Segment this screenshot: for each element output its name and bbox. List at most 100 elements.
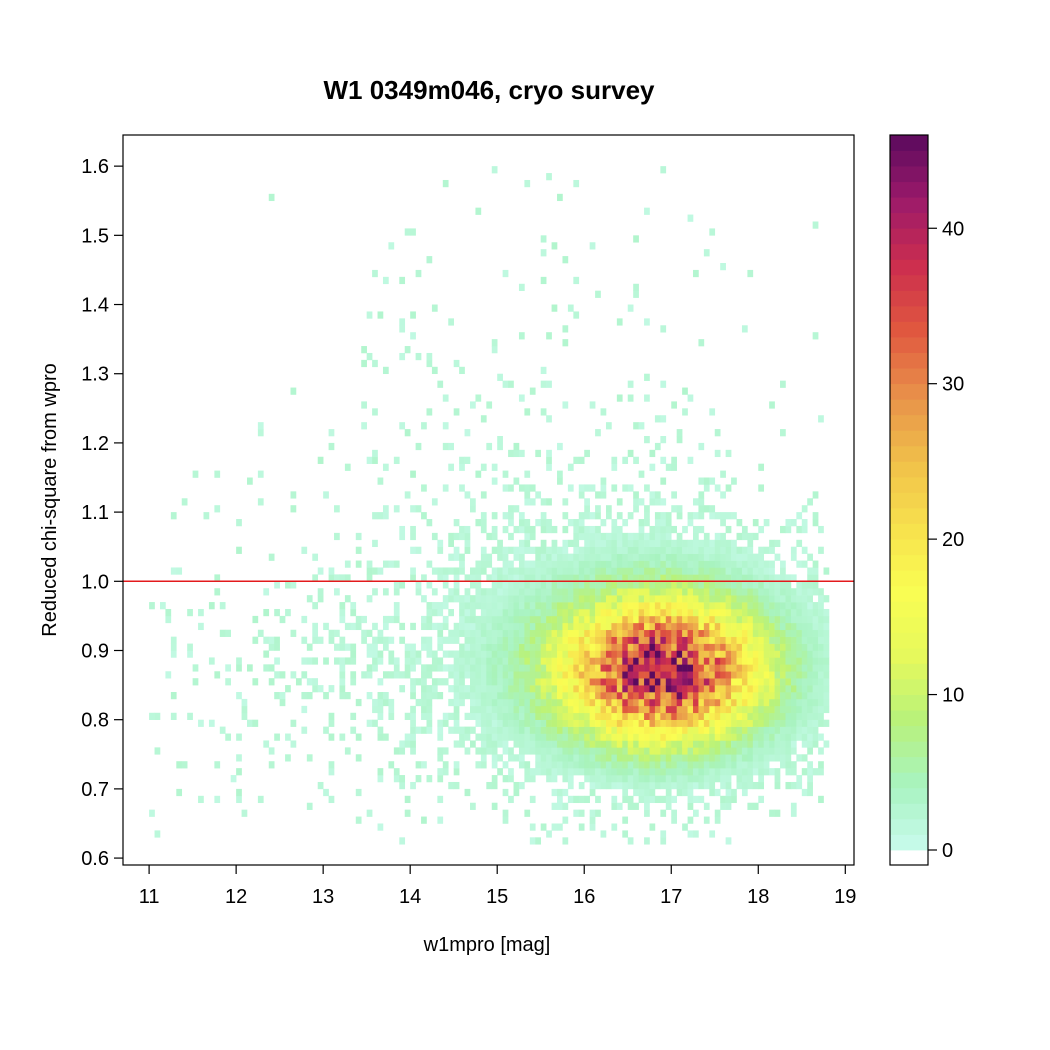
heatmap-cell — [790, 602, 797, 610]
heatmap-cell — [464, 712, 471, 720]
heatmap-cell — [731, 705, 737, 714]
heatmap-cell — [442, 581, 449, 589]
colorbar-tick-label: 20 — [942, 529, 964, 551]
heatmap-cell — [268, 664, 275, 672]
heatmap-cell — [665, 685, 672, 693]
heatmap-cell — [736, 747, 743, 755]
heatmap-cell — [578, 733, 585, 741]
heatmap-cell — [508, 380, 514, 388]
heatmap-cell — [578, 698, 585, 707]
heatmap-cell — [644, 705, 650, 714]
heatmap-cell — [747, 678, 754, 686]
heatmap-cell — [513, 629, 520, 637]
heatmap-cell — [807, 671, 813, 679]
heatmap-cell — [551, 636, 558, 644]
heatmap-cell — [796, 622, 803, 631]
heatmap-cell — [736, 602, 743, 610]
heatmap-cell — [763, 685, 770, 693]
heatmap-cell — [557, 726, 563, 734]
heatmap-cell — [578, 546, 585, 554]
heatmap-cell — [752, 802, 759, 810]
heatmap-cell — [595, 608, 601, 617]
heatmap-cell — [236, 692, 242, 700]
heatmap-cell — [611, 574, 618, 582]
heatmap-cell — [638, 795, 645, 804]
heatmap-cell — [807, 747, 813, 755]
heatmap-cell — [687, 643, 694, 651]
heatmap-cell — [513, 574, 520, 582]
heatmap-cell — [720, 629, 726, 637]
heatmap-cell — [578, 726, 585, 734]
heatmap-cell — [780, 671, 786, 679]
heatmap-cell — [350, 602, 357, 610]
heatmap-cell — [557, 823, 563, 831]
heatmap-cell — [475, 664, 482, 672]
heatmap-cell — [622, 788, 629, 797]
heatmap-cell — [431, 678, 438, 686]
heatmap-cell — [714, 484, 721, 492]
heatmap-cell — [529, 775, 536, 783]
heatmap-cell — [540, 671, 547, 679]
heatmap-cell — [600, 519, 607, 527]
heatmap-cell — [801, 622, 808, 631]
heatmap-cell — [665, 733, 672, 741]
heatmap-cell — [785, 740, 792, 748]
heatmap-cell — [382, 692, 389, 700]
heatmap-cell — [698, 671, 705, 679]
heatmap-cell — [578, 740, 585, 748]
heatmap-cell — [470, 636, 476, 644]
heatmap-cell — [660, 588, 667, 596]
heatmap-cell — [774, 705, 781, 714]
heatmap-cell — [676, 664, 683, 672]
heatmap-cell — [769, 629, 775, 637]
heatmap-cell — [475, 394, 482, 402]
heatmap-cell — [546, 775, 552, 783]
heatmap-cell — [801, 595, 808, 603]
heatmap-cell — [665, 602, 672, 610]
heatmap-cell — [752, 574, 759, 582]
heatmap-cell — [508, 719, 514, 727]
heatmap-cell — [747, 650, 754, 658]
heatmap-cell — [513, 788, 520, 797]
heatmap-cell — [807, 719, 813, 727]
heatmap-cell — [807, 629, 813, 637]
heatmap-cell — [388, 671, 395, 679]
heatmap-cell — [714, 761, 721, 769]
heatmap-cell — [551, 733, 558, 741]
heatmap-cell — [529, 532, 536, 541]
heatmap-cell — [529, 664, 536, 672]
heatmap-cell — [622, 588, 629, 596]
heatmap-cell — [682, 546, 688, 554]
colorbar-swatch — [890, 539, 928, 556]
heatmap-cell — [812, 698, 819, 707]
heatmap-cell — [796, 512, 803, 520]
heatmap-cell — [399, 422, 406, 430]
heatmap-cell — [741, 532, 748, 541]
heatmap-cell — [741, 698, 748, 707]
heatmap-cell — [540, 235, 547, 243]
heatmap-cell — [763, 726, 770, 734]
heatmap-cell — [644, 643, 650, 651]
heatmap-cell — [562, 525, 569, 534]
heatmap-cell — [682, 553, 688, 561]
heatmap-cell — [654, 602, 661, 610]
heatmap-cell — [328, 685, 335, 693]
heatmap-cell — [823, 719, 830, 727]
heatmap-cell — [399, 352, 406, 361]
heatmap-cell — [497, 539, 503, 548]
heatmap-cell — [633, 664, 639, 672]
heatmap-cell — [752, 629, 759, 637]
heatmap-cell — [693, 615, 699, 624]
heatmap-cell — [404, 712, 411, 720]
heatmap-cell — [567, 567, 574, 575]
heatmap-cell — [470, 692, 476, 700]
heatmap-cell — [676, 636, 683, 644]
heatmap-cell — [758, 719, 765, 727]
heatmap-cell — [801, 692, 808, 700]
heatmap-cell — [595, 678, 601, 686]
heatmap-cell — [785, 726, 792, 734]
heatmap-cell — [649, 608, 656, 617]
heatmap-cell — [665, 650, 672, 658]
x-tick-label: 11 — [139, 886, 160, 908]
heatmap-cell — [437, 754, 444, 762]
